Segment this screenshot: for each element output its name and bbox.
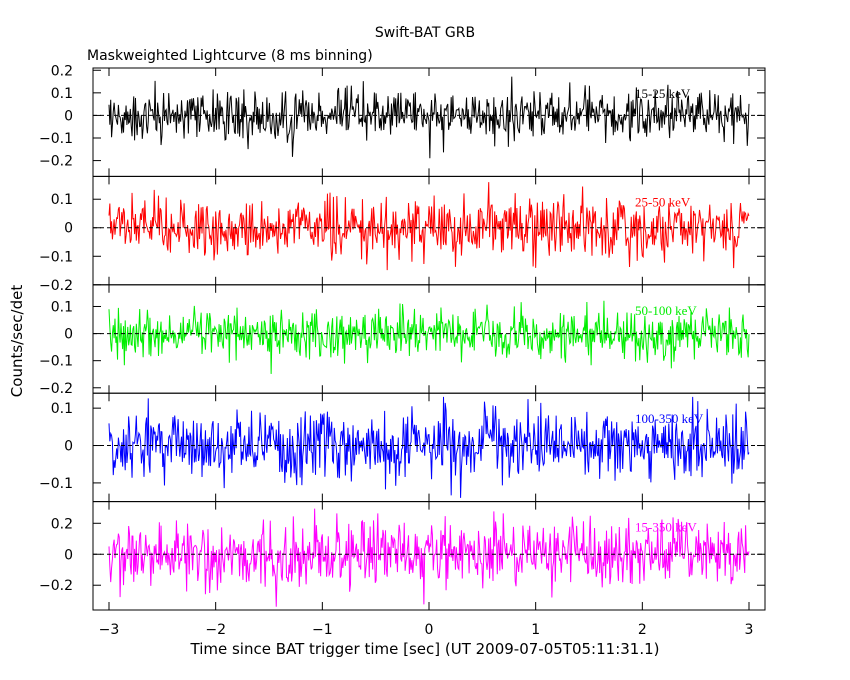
chart-subtitle: Maskweighted Lightcurve (8 ms binning)	[87, 48, 373, 64]
y-axis-title: Counts/sec/det	[8, 285, 26, 398]
y-tick-label-0-0: 0.2	[51, 63, 73, 79]
series-line-0	[108, 76, 750, 159]
y-tick-label-2-3: −0.2	[39, 381, 73, 397]
y-tick-label-0-4: −0.2	[39, 154, 73, 170]
series-line-1	[108, 182, 750, 271]
panel-2: 50-100 keV 0.1 0 −0.1 −0.2	[39, 284, 766, 397]
y-tick-label-1-2: −0.1	[39, 249, 73, 265]
y-tick-label-2-0: 0.1	[51, 299, 73, 315]
y-tick-label-3-0: 0.1	[51, 401, 73, 417]
panel-1: 25-50 keV 0.1 0 −0.1 −0.2	[39, 175, 766, 294]
panel-frame-1	[92, 175, 766, 286]
band-label-4: 15-350 keV	[635, 520, 697, 535]
y-tick-label-3-1: 0	[64, 439, 73, 455]
x-tick-labels: −3 −2 −1 0 1 2 3	[99, 622, 754, 638]
band-label-3: 100-350 keV	[635, 411, 704, 426]
band-label-1: 25-50 keV	[635, 194, 691, 209]
y-tick-label-4-2: −0.2	[39, 578, 73, 594]
y-tick-label-1-1: 0	[64, 221, 73, 237]
y-tick-label-1-3: −0.2	[39, 278, 73, 294]
x-tick-label-0: −3	[99, 622, 120, 638]
series-line-4	[108, 508, 750, 607]
chart-title: Swift-BAT GRB	[375, 25, 475, 41]
x-tick-label-4: 1	[531, 622, 540, 638]
panel-3: 100-350 keV 0.1 0 −0.1	[39, 392, 766, 503]
x-axis-title: Time since BAT trigger time [sec] (UT 20…	[190, 640, 660, 658]
y-tick-label-2-2: −0.1	[39, 354, 73, 370]
y-tick-label-0-3: −0.1	[39, 131, 73, 147]
y-tick-label-1-0: 0.1	[51, 192, 73, 208]
x-tick-label-1: −2	[205, 622, 226, 638]
series-line-3	[108, 396, 750, 498]
x-tick-label-5: 2	[638, 622, 647, 638]
x-tick-label-2: −1	[312, 622, 333, 638]
y-tick-label-2-1: 0	[64, 327, 73, 343]
band-label-0: 15-25 keV	[635, 86, 691, 101]
x-tick-label-3: 0	[425, 622, 434, 638]
x-tick-label-6: 3	[745, 622, 754, 638]
panel-4: 15-350 keV 0.2 0 −0.2	[39, 501, 766, 611]
panel-0: 15-25 keV 0.2 0.1 0 −0.1 −0.2	[39, 63, 766, 177]
panel-frame-2	[92, 284, 766, 394]
y-tick-label-3-2: −0.1	[39, 476, 73, 492]
y-tick-label-4-0: 0.2	[51, 516, 73, 532]
band-label-2: 50-100 keV	[635, 303, 697, 318]
y-tick-label-0-2: 0	[64, 108, 73, 124]
series-line-2	[108, 300, 750, 374]
panels-group: 15-25 keV 0.2 0.1 0 −0.1 −0.2 25-50 keV 0.1 0 −0.…	[39, 63, 766, 611]
y-tick-label-4-1: 0	[64, 547, 73, 563]
y-tick-label-0-1: 0.1	[51, 86, 73, 102]
